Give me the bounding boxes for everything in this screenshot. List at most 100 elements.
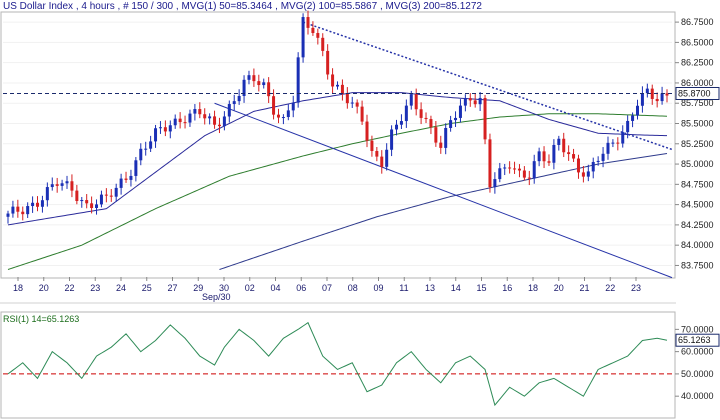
candle-body <box>576 158 580 173</box>
candle-down <box>370 135 374 157</box>
rsi-axis: 70.0000 60.0000 50.0000 40.0000 <box>675 324 714 401</box>
candle-up <box>114 183 118 202</box>
candle-down <box>276 108 280 124</box>
candle-body <box>434 127 438 143</box>
candle-body <box>562 138 566 153</box>
candle-up <box>99 190 103 208</box>
candle-body <box>390 129 394 150</box>
x-tick-label: 29 <box>193 283 203 293</box>
candle-up <box>227 100 231 123</box>
candle-body <box>399 121 403 125</box>
candle-down <box>542 146 546 169</box>
candle-body <box>503 167 507 169</box>
candle-body <box>380 156 384 167</box>
rsi-label: RSI(1) 14=65.1263 <box>3 314 79 324</box>
candle-up <box>463 94 467 112</box>
candle-down <box>340 79 344 101</box>
trend-lines <box>214 21 673 279</box>
rsi-tick-label: 60.0000 <box>681 347 714 357</box>
candle-body <box>80 200 84 202</box>
candle-body <box>631 115 635 121</box>
candle-up <box>45 182 49 207</box>
candle-up <box>626 115 630 139</box>
candle-up <box>586 164 590 182</box>
candle-body <box>424 117 428 120</box>
candle-up <box>493 172 497 194</box>
candle-down <box>572 148 576 163</box>
candle-body <box>296 57 300 103</box>
candle-up <box>129 169 133 187</box>
candle-up <box>395 119 399 136</box>
candle-body <box>340 84 344 94</box>
candle-body <box>375 150 379 157</box>
candle-down <box>360 100 364 125</box>
price-tick-label: 86.0000 <box>681 78 714 88</box>
candle-body <box>149 141 153 149</box>
candle-body <box>483 97 487 140</box>
candle-body <box>650 88 654 99</box>
candle-down <box>345 87 349 109</box>
candle-up <box>247 70 251 85</box>
candle-up <box>458 99 462 123</box>
candle-body <box>99 194 103 205</box>
candle-body <box>665 93 669 96</box>
candle-up <box>478 91 482 112</box>
candle-body <box>449 120 453 129</box>
x-axis: 18 20 22 23 24 25 27 29 30 02 04 06 07 08 09 11 13 14 15 16… <box>13 277 641 293</box>
candle-down <box>517 164 521 178</box>
candle-up <box>193 104 197 121</box>
candle-body <box>478 97 482 105</box>
candle-body <box>355 102 359 107</box>
candle-body <box>473 100 477 105</box>
candle-body <box>16 206 20 212</box>
candle-body <box>468 98 472 101</box>
candle-body <box>124 178 128 180</box>
candle-body <box>645 88 649 94</box>
candle-up <box>557 135 561 151</box>
candle-body <box>557 138 561 145</box>
candle-down <box>75 184 79 205</box>
title-sep-1: , <box>76 1 82 12</box>
candle-body <box>572 154 576 159</box>
x-tick-label: 18 <box>13 283 23 293</box>
last-price-marker: 85.8700 <box>3 86 720 100</box>
price-tick-label: 86.2500 <box>681 58 714 68</box>
candle-body <box>621 132 625 144</box>
price-axis: 86.7500 86.5000 86.2500 86.0000 85.7500 85.50… <box>675 17 714 270</box>
candle-body <box>360 106 364 122</box>
x-tick-label: 13 <box>425 283 435 293</box>
candle-down <box>326 44 330 80</box>
x-tick-label: 23 <box>90 283 100 293</box>
candle-down <box>85 194 89 209</box>
candle-body <box>336 84 339 87</box>
candle-up <box>6 210 10 224</box>
candle-down <box>429 115 433 135</box>
candle-down <box>311 21 315 36</box>
candle-body <box>178 118 182 123</box>
candle-up <box>149 135 153 153</box>
candle-up <box>606 136 610 160</box>
candle-body <box>306 17 310 28</box>
candle-down <box>375 147 379 162</box>
candle-body <box>429 119 433 128</box>
candle-up <box>552 139 556 170</box>
candle-body <box>188 113 192 123</box>
candle-body <box>21 211 25 215</box>
last-price-badge <box>675 86 720 100</box>
candlestick-series <box>6 10 669 224</box>
candle-up <box>635 99 639 120</box>
candle-down <box>90 196 94 214</box>
candle-up <box>385 143 389 171</box>
candle-down <box>213 110 217 129</box>
candle-up <box>286 104 290 121</box>
x-tick-label: 16 <box>502 283 512 293</box>
candle-body <box>326 50 330 75</box>
candle-body <box>498 168 502 180</box>
candle-body <box>31 202 35 207</box>
candle-body <box>660 93 664 102</box>
candle-down <box>424 112 428 124</box>
candle-down <box>434 120 438 147</box>
candle-down <box>124 171 128 183</box>
candle-up <box>222 111 226 131</box>
candle-down <box>655 92 659 108</box>
